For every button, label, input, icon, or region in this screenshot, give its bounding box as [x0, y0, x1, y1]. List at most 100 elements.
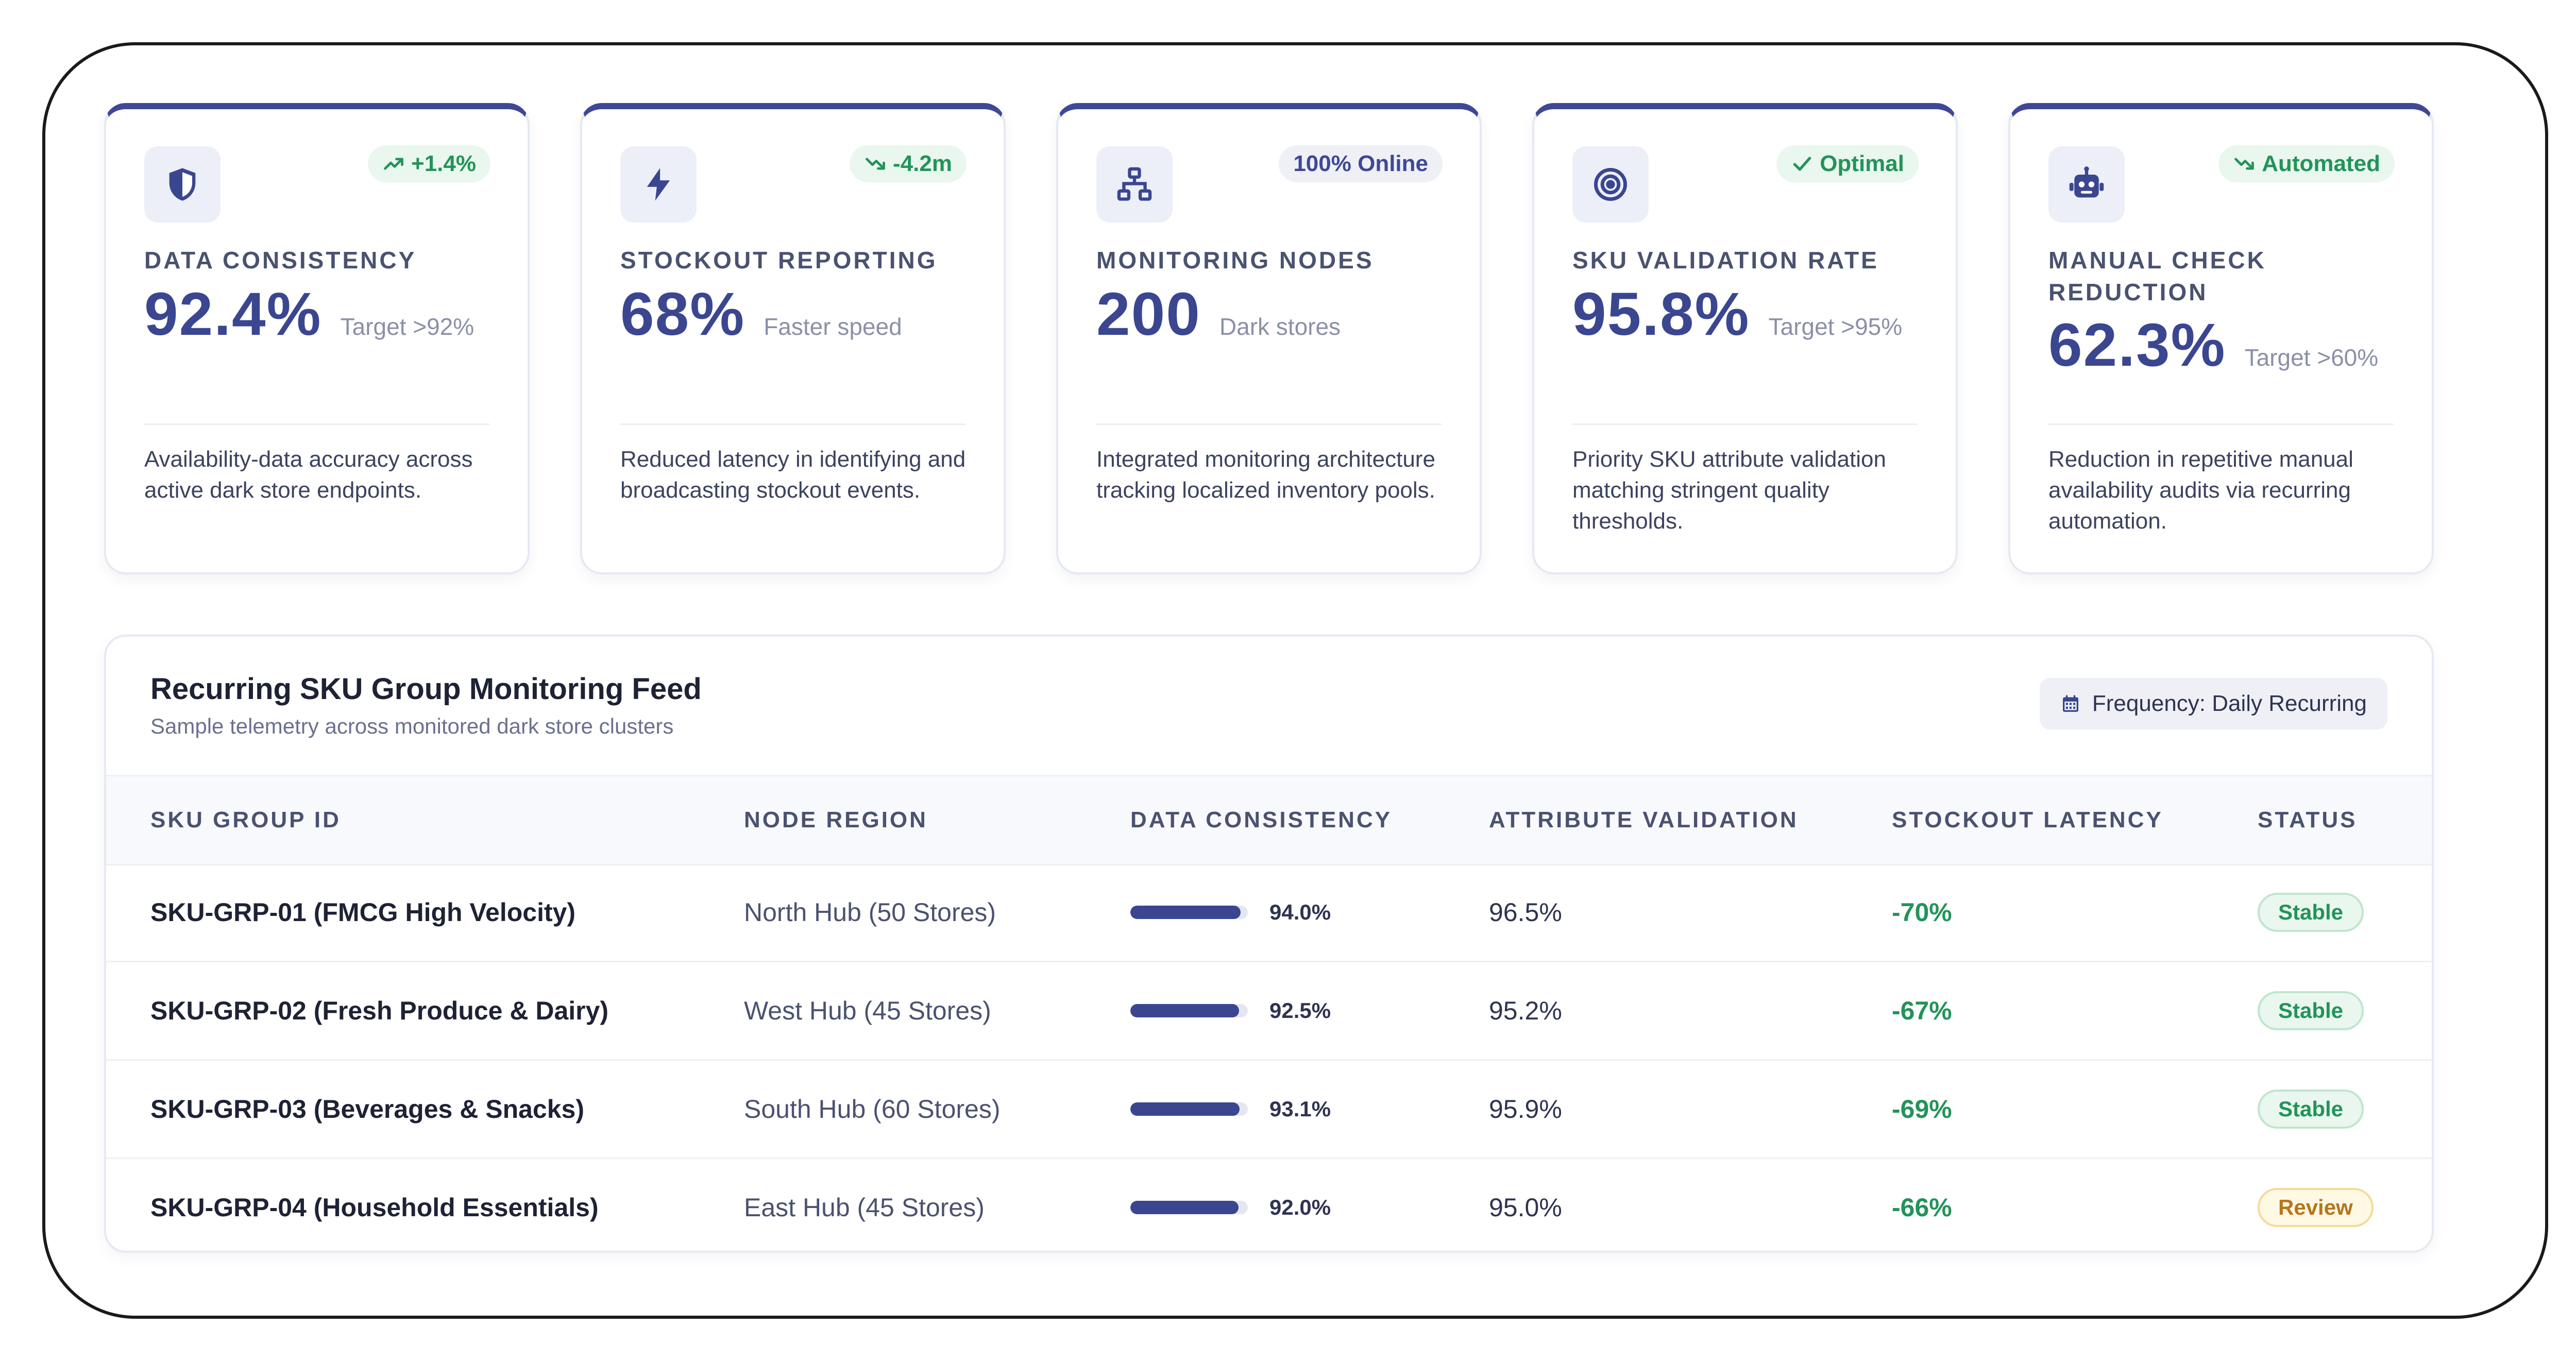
kpi-description: Reduced latency in identifying and broad… [620, 447, 966, 503]
kpi-label: DATA CONSISTENCY [144, 247, 417, 274]
kpi-value-row: 95.8% Target >95% [1572, 279, 1935, 349]
kpi-card-monitoring-nodes: 100% Online MONITORING NODES 200 Dark st… [1056, 103, 1482, 574]
kpi-badge: +1.4% [368, 145, 490, 182]
kpi-description: Availability-data accuracy across active… [144, 447, 473, 503]
kpi-label: MANUAL CHECK REDUCTION [2048, 247, 2266, 305]
kpi-value: 62.3% [2048, 311, 2226, 379]
kpi-value: 92.4% [144, 280, 322, 348]
badge-text: +1.4% [411, 151, 476, 176]
column-header-status[interactable]: STATUS [2258, 807, 2358, 832]
table-row[interactable]: SKU-GRP-02 (Fresh Produce & Dairy) West … [106, 962, 2432, 1061]
stockout-latency: -69% [1892, 1095, 1952, 1124]
column-header-attribute-validation[interactable]: ATTRIBUTE VALIDATION [1489, 807, 1799, 832]
consistency-value: 92.5% [1269, 998, 1331, 1023]
data-consistency-cell: 94.0% [1130, 864, 1331, 961]
kpi-description: Integrated monitoring architecture track… [1096, 447, 1435, 503]
kpi-cards: +1.4% DATA CONSISTENCY 92.4% Target >92%… [104, 103, 2434, 574]
kpi-card-stockout-reporting: -4.2m STOCKOUT REPORTING 68% Faster spee… [580, 103, 1006, 574]
divider [620, 423, 965, 425]
status-badge: Stable [2258, 1090, 2364, 1129]
kpi-badge: 100% Online [1279, 145, 1443, 182]
data-consistency-cell: 92.0% [1130, 1159, 1331, 1251]
column-header-stockout-latency[interactable]: STOCKOUT LATENCY [1892, 807, 2163, 832]
table-header: SKU GROUP ID NODE REGION DATA CONSISTENC… [106, 775, 2432, 865]
attribute-validation: 95.9% [1489, 1095, 1562, 1124]
badge-text: -4.2m [893, 151, 952, 176]
status-cell: Stable [2258, 864, 2364, 961]
kpi-label: STOCKOUT REPORTING [620, 247, 938, 274]
kpi-description: Reduction in repetitive manual availabil… [2048, 447, 2353, 534]
data-consistency-cell: 93.1% [1130, 1061, 1331, 1158]
column-header-sku-group-id[interactable]: SKU GROUP ID [150, 807, 341, 832]
status-cell: Stable [2258, 1061, 2364, 1158]
consistency-bar [1130, 1004, 1248, 1017]
kpi-value: 95.8% [1572, 280, 1750, 348]
frequency-label: Frequency: Daily Recurring [2092, 691, 2367, 716]
robot-icon [2048, 146, 2125, 223]
trend-down-icon [866, 158, 885, 170]
node-region: South Hub (60 Stores) [744, 1095, 1001, 1124]
kpi-value: 200 [1096, 280, 1201, 348]
monitoring-feed-panel: Recurring SKU Group Monitoring Feed Samp… [104, 635, 2434, 1253]
consistency-value: 92.0% [1269, 1195, 1331, 1219]
consistency-bar [1130, 1201, 1248, 1214]
attribute-validation: 96.5% [1489, 898, 1562, 927]
sku-group-id: SKU-GRP-01 (FMCG High Velocity) [150, 898, 576, 927]
kpi-label: MONITORING NODES [1096, 247, 1374, 274]
kpi-card-manual-check-reduction: Automated MANUAL CHECK REDUCTION 62.3% T… [2008, 103, 2434, 574]
divider [144, 423, 489, 425]
kpi-value-row: 68% Faster speed [620, 279, 983, 349]
stockout-latency: -70% [1892, 898, 1952, 927]
status-badge: Review [2258, 1188, 2374, 1227]
kpi-badge: Optimal [1776, 145, 1919, 182]
kpi-badge: Automated [2218, 145, 2395, 182]
stockout-latency: -67% [1892, 996, 1952, 1025]
trend-down-icon [2234, 158, 2255, 170]
status-badge: Stable [2258, 893, 2364, 932]
column-header-node-region[interactable]: NODE REGION [744, 807, 928, 832]
stockout-latency: -66% [1892, 1193, 1952, 1222]
feed-subtitle: Sample telemetry across monitored dark s… [150, 714, 674, 738]
feed-title: Recurring SKU Group Monitoring Feed [150, 672, 702, 706]
kpi-value-row: 200 Dark stores [1096, 279, 1459, 349]
badge-text: Automated [2262, 151, 2380, 176]
status-badge: Stable [2258, 991, 2364, 1030]
table-row[interactable]: SKU-GRP-04 (Household Essentials) East H… [106, 1159, 2432, 1251]
consistency-bar [1130, 906, 1248, 919]
shield-icon [144, 146, 221, 223]
consistency-value: 93.1% [1269, 1097, 1331, 1121]
bolt-icon [620, 146, 697, 223]
attribute-validation: 95.0% [1489, 1193, 1562, 1222]
table-row[interactable]: SKU-GRP-03 (Beverages & Snacks) South Hu… [106, 1061, 2432, 1159]
consistency-bar-fill [1130, 1201, 1239, 1214]
kpi-sub: Target >92% [340, 313, 474, 340]
data-consistency-cell: 92.5% [1130, 962, 1331, 1059]
kpi-card-sku-validation-rate: Optimal SKU VALIDATION RATE 95.8% Target… [1532, 103, 1958, 574]
sku-group-id: SKU-GRP-04 (Household Essentials) [150, 1193, 599, 1222]
kpi-description: Priority SKU attribute validation matchi… [1572, 447, 1886, 534]
kpi-card-data-consistency: +1.4% DATA CONSISTENCY 92.4% Target >92%… [104, 103, 530, 574]
attribute-validation: 95.2% [1489, 996, 1562, 1025]
target-icon [1572, 146, 1649, 223]
divider [1096, 423, 1442, 425]
kpi-label: SKU VALIDATION RATE [1572, 247, 1879, 274]
table-row[interactable]: SKU-GRP-01 (FMCG High Velocity) North Hu… [106, 864, 2432, 962]
consistency-bar-fill [1130, 1004, 1239, 1017]
column-header-data-consistency[interactable]: DATA CONSISTENCY [1130, 807, 1393, 832]
calendar-icon [2062, 695, 2078, 712]
divider [1572, 423, 1918, 425]
divider [2048, 423, 2394, 425]
consistency-bar-fill [1130, 1102, 1240, 1116]
kpi-sub: Target >95% [1768, 313, 1903, 340]
frequency-button[interactable]: Frequency: Daily Recurring [2039, 678, 2387, 729]
node-region: East Hub (45 Stores) [744, 1193, 985, 1222]
kpi-sub: Target >60% [2244, 344, 2379, 371]
node-region: West Hub (45 Stores) [744, 996, 991, 1025]
status-cell: Review [2258, 1159, 2374, 1251]
kpi-sub: Faster speed [764, 313, 902, 340]
consistency-bar [1130, 1102, 1248, 1116]
network-icon [1096, 146, 1173, 223]
kpi-value: 68% [620, 280, 745, 348]
kpi-badge: -4.2m [850, 145, 967, 182]
kpi-sub: Dark stores [1219, 313, 1341, 340]
